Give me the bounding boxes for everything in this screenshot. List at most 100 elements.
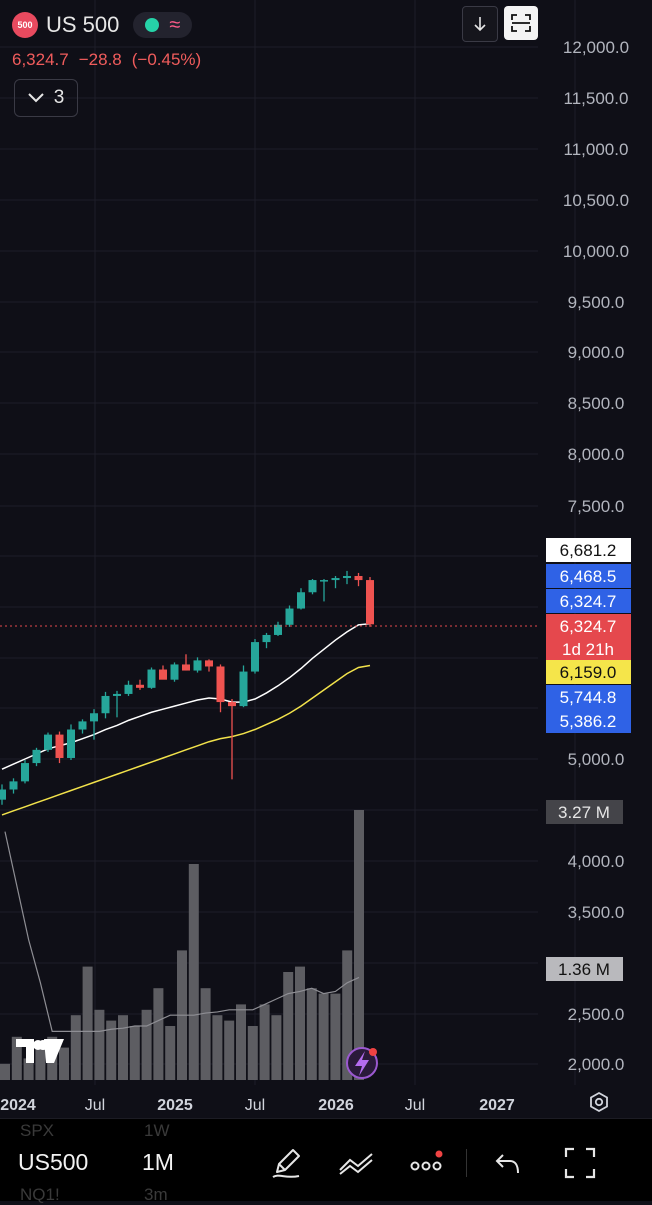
candle-body bbox=[262, 634, 271, 643]
time-axis[interactable]: 2024 Jul 2025 Jul 2026 Jul 2027 bbox=[0, 1097, 515, 1114]
y-tick-label: 12,000.0 bbox=[563, 38, 629, 57]
candle-body bbox=[216, 666, 225, 703]
candle-body bbox=[113, 693, 121, 696]
y-tick-label: 10,000.0 bbox=[563, 242, 629, 261]
price-label-text: 6,324.7 bbox=[560, 617, 617, 636]
candle-body bbox=[90, 713, 98, 722]
y-tick-label: 8,000.0 bbox=[568, 445, 625, 464]
volume-bar bbox=[200, 988, 211, 1080]
y-tick-label: 2,000.0 bbox=[568, 1055, 625, 1074]
settings-gear-icon[interactable] bbox=[590, 1091, 608, 1113]
volume-bar bbox=[247, 1026, 258, 1080]
candle-body bbox=[285, 608, 294, 625]
volume-bar bbox=[212, 1015, 223, 1080]
ghost-symbol-next: NQ1! bbox=[20, 1185, 60, 1204]
y-tick-label: 4,000.0 bbox=[568, 852, 625, 871]
volume-bar bbox=[354, 810, 364, 1080]
x-tick-label: 2024 bbox=[0, 1097, 36, 1114]
volume-bar bbox=[141, 1009, 152, 1080]
candle-body bbox=[182, 664, 190, 671]
price-readout: 6,324.7 −28.8 (−0.45%) bbox=[12, 50, 211, 70]
volume-bar bbox=[82, 966, 93, 1080]
price-change: −28.8 bbox=[78, 50, 122, 69]
candle-body bbox=[44, 734, 52, 750]
ma-slow-line bbox=[1, 664, 371, 816]
undo-icon bbox=[495, 1154, 519, 1174]
market-status-pill[interactable]: ≈ bbox=[133, 12, 193, 38]
volume-bar bbox=[188, 864, 199, 1080]
price-chart[interactable]: 12,000.0 11,500.0 11,000.0 10,500.0 10,000.0… bbox=[0, 0, 652, 1120]
volume-bar bbox=[306, 988, 317, 1080]
candle-body bbox=[354, 576, 363, 581]
flash-bolt bbox=[355, 1051, 369, 1076]
indicators-button[interactable] bbox=[336, 1143, 376, 1183]
candle-body bbox=[297, 592, 305, 609]
candle-body bbox=[55, 734, 64, 758]
candle-body bbox=[124, 684, 133, 694]
y-tick-label: 10,500.0 bbox=[563, 191, 629, 210]
volume-bar bbox=[330, 993, 341, 1080]
price-axis[interactable]: 12,000.0 11,500.0 11,000.0 10,500.0 10,000.0… bbox=[563, 38, 629, 1074]
volume-bar bbox=[118, 1015, 128, 1080]
x-tick-label: 2025 bbox=[157, 1097, 193, 1114]
volume-ma-polyline bbox=[4, 831, 360, 1033]
ghost-interval-prev: 1W bbox=[144, 1121, 170, 1140]
candle-body bbox=[320, 580, 328, 582]
fullscreen-button[interactable] bbox=[504, 6, 538, 40]
toolbar-divider bbox=[466, 1149, 467, 1177]
symbol-header[interactable]: 500 US 500 ≈ bbox=[12, 12, 193, 38]
x-tick-label: 2027 bbox=[479, 1097, 515, 1114]
y-tick-label: 8,500.0 bbox=[568, 394, 625, 413]
candle-body bbox=[136, 684, 144, 688]
price-label-bg bbox=[546, 637, 631, 661]
candle-body bbox=[101, 695, 110, 714]
candle-body bbox=[366, 580, 374, 625]
fullscreen-toggle-button[interactable] bbox=[560, 1143, 600, 1183]
volume-label-text: 1.36 M bbox=[558, 960, 610, 979]
price-label-bg bbox=[546, 685, 631, 709]
trend-lines-icon bbox=[339, 1153, 373, 1175]
candle-body bbox=[251, 642, 259, 672]
candle-body bbox=[32, 749, 41, 764]
more-button[interactable] bbox=[406, 1143, 446, 1183]
price-label-text: 5,386.2 bbox=[560, 712, 617, 731]
price-labels: 6,681.2 6,468.5 6,324.7 6,324.7 1d 21h 6,159.… bbox=[546, 538, 631, 733]
price-label-bg bbox=[546, 589, 631, 613]
volume-bar bbox=[153, 988, 164, 1080]
price-label-text: 6,159.0 bbox=[560, 663, 617, 682]
price-label-text: 5,744.8 bbox=[560, 688, 617, 707]
indicators-toggle-button[interactable]: 3 bbox=[14, 79, 78, 117]
y-tick-label: 7,500.0 bbox=[568, 497, 625, 516]
symbol-selector[interactable]: US500 bbox=[18, 1149, 89, 1175]
interval-selector[interactable]: 1M bbox=[142, 1149, 174, 1175]
symbol-name[interactable]: US 500 bbox=[46, 12, 120, 37]
volume-bar bbox=[106, 1020, 117, 1080]
candle-body bbox=[274, 624, 282, 635]
x-tick-label: Jul bbox=[405, 1097, 425, 1114]
flash-icon[interactable] bbox=[346, 1047, 378, 1079]
candle-body bbox=[205, 660, 213, 667]
volume-bar bbox=[224, 1020, 235, 1080]
x-tick-label: Jul bbox=[245, 1097, 265, 1114]
x-tick-label: 2026 bbox=[318, 1097, 354, 1114]
fullscreen-icon bbox=[511, 14, 531, 32]
chart-grid bbox=[0, 0, 576, 1085]
price-label-bg bbox=[546, 614, 631, 638]
price-label-text: 6,681.2 bbox=[560, 541, 617, 560]
volume-ma-line bbox=[4, 831, 360, 1033]
undo-button[interactable] bbox=[488, 1143, 528, 1183]
chevron-down-icon bbox=[27, 93, 44, 103]
y-tick-label: 9,000.0 bbox=[568, 343, 625, 362]
volume-bar bbox=[23, 1058, 34, 1080]
candle-body bbox=[193, 660, 202, 671]
candle-body bbox=[239, 671, 248, 707]
ghost-symbol-prev: SPX bbox=[20, 1121, 55, 1140]
tv-logo-shape bbox=[16, 1039, 64, 1063]
drawing-pen-button[interactable] bbox=[266, 1143, 306, 1183]
expand-icon bbox=[564, 1147, 596, 1179]
ghost-interval-next: 3m bbox=[144, 1185, 168, 1204]
volume-bar bbox=[59, 1047, 69, 1080]
price-label-bg bbox=[546, 709, 631, 733]
download-button[interactable] bbox=[462, 6, 498, 42]
moving-averages bbox=[1, 623, 371, 816]
